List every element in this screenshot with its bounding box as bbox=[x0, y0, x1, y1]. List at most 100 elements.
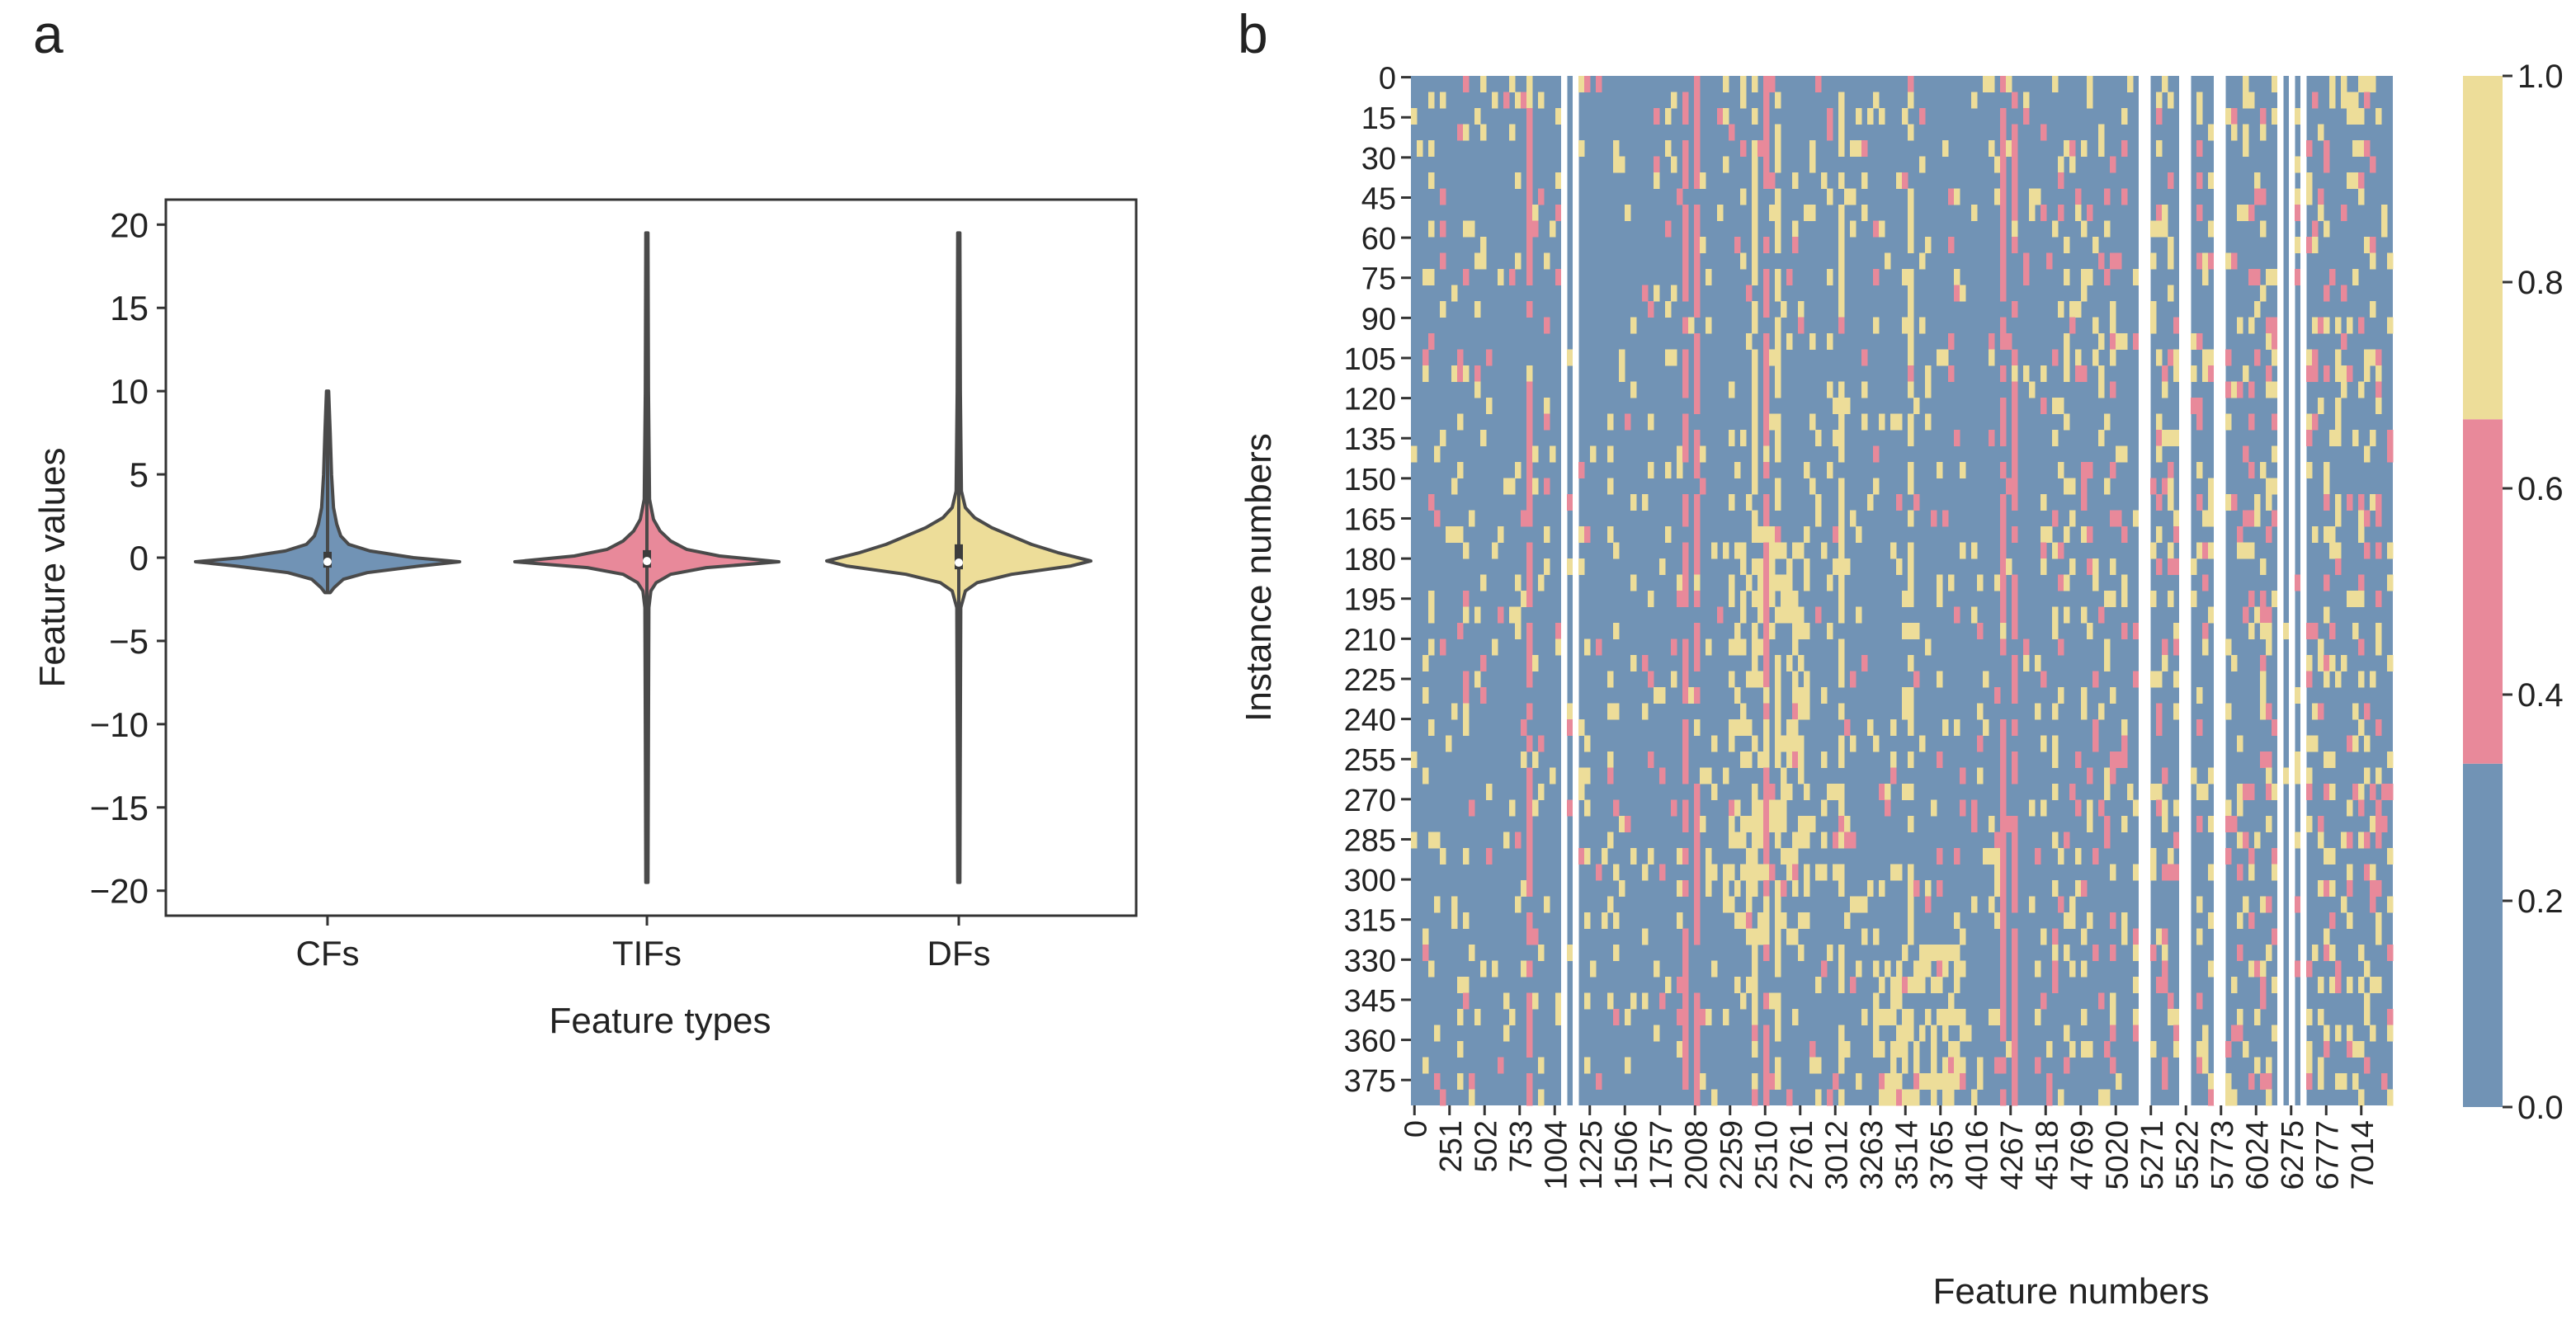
heatmap-cell bbox=[2012, 623, 2018, 639]
heatmap-cell bbox=[2052, 832, 2059, 849]
heatmap-cell bbox=[1532, 205, 1539, 221]
heatmap-cell bbox=[1555, 1009, 1562, 1025]
heatmap-cell bbox=[1440, 1089, 1446, 1106]
heatmap-cell bbox=[1838, 413, 1845, 431]
heatmap-cell bbox=[1682, 269, 1689, 285]
heatmap-cell bbox=[2329, 655, 2336, 671]
heatmap-cell bbox=[2168, 591, 2174, 607]
heatmap-cell bbox=[2069, 1041, 2076, 1058]
heatmap-cell bbox=[1821, 799, 1828, 817]
heatmap-cell bbox=[1960, 928, 1966, 945]
heatmap-cell bbox=[1463, 591, 1470, 607]
heatmap-cell bbox=[1630, 574, 1637, 591]
heatmap-cell bbox=[2173, 1041, 2180, 1058]
heatmap-cell bbox=[2306, 140, 2313, 157]
heatmap-cell bbox=[1919, 945, 1926, 961]
heatmap-cell bbox=[1948, 1089, 1955, 1106]
heatmap-cell bbox=[2231, 494, 2238, 511]
heatmap-cell bbox=[2352, 591, 2359, 607]
heatmap-cell bbox=[2000, 784, 2007, 800]
heatmap-cell bbox=[1694, 156, 1701, 173]
heatmap-cell bbox=[2156, 719, 2163, 736]
heatmap-cell bbox=[1775, 671, 1781, 688]
heatmap-cell bbox=[1775, 317, 1781, 334]
heatmap-cell bbox=[1694, 172, 1701, 189]
heatmap-cell bbox=[1746, 848, 1753, 865]
heatmap-cell bbox=[2243, 896, 2249, 913]
heatmap-cell bbox=[1526, 124, 1533, 141]
heatmap-cell bbox=[1908, 76, 1914, 92]
heatmap-cell bbox=[1694, 1009, 1701, 1025]
heatmap-cell bbox=[2000, 76, 2007, 92]
heatmap-cell bbox=[1584, 992, 1591, 1010]
heatmap-cell bbox=[2012, 413, 2018, 431]
heatmap-cell bbox=[1919, 252, 1926, 270]
heatmap-cell bbox=[1463, 912, 1470, 929]
heatmap-cell bbox=[1919, 977, 1926, 993]
heatmap-cell bbox=[1763, 269, 1770, 285]
heatmap-cell bbox=[1729, 896, 1735, 913]
heatmap-cell bbox=[1873, 220, 1880, 238]
heatmap-cell bbox=[1954, 606, 1960, 624]
heatmap-cell bbox=[2000, 398, 2007, 414]
heatmap-cell bbox=[1463, 719, 1470, 736]
heatmap-cell bbox=[2121, 526, 2128, 543]
heatmap-cell bbox=[1913, 1089, 1920, 1106]
heatmap-cell bbox=[2387, 252, 2394, 270]
heatmap-cell bbox=[1931, 799, 1937, 817]
heatmap-cell bbox=[1723, 896, 1729, 913]
heatmap-cell bbox=[1411, 108, 1418, 125]
heatmap-cell bbox=[1809, 156, 1816, 173]
panel-a-label: a bbox=[33, 3, 64, 64]
heatmap-cell bbox=[1971, 896, 1978, 913]
heatmap-cell bbox=[1977, 767, 1984, 785]
heatmap-cell bbox=[1746, 864, 1753, 881]
heatmap-cell bbox=[2069, 784, 2076, 800]
heatmap-cell bbox=[2260, 977, 2267, 993]
heatmap-cell bbox=[2208, 960, 2215, 978]
heatmap-cell bbox=[2012, 655, 2018, 671]
heatmap-cell bbox=[1798, 542, 1805, 559]
heatmap-cell bbox=[2318, 398, 2324, 414]
heatmap-cell bbox=[2335, 510, 2342, 527]
heatmap-cell bbox=[2283, 623, 2290, 639]
heatmap-cell bbox=[1729, 574, 1735, 591]
heatmap-cell bbox=[2012, 574, 2018, 591]
heatmap-cell bbox=[2364, 542, 2371, 559]
heatmap-cell bbox=[1827, 574, 1833, 591]
heatmap-cell bbox=[1538, 92, 1545, 109]
heatmap-cell bbox=[2064, 478, 2070, 495]
heatmap-cell bbox=[1902, 1041, 1908, 1058]
heatmap-cell bbox=[2173, 832, 2180, 849]
heatmap-cell bbox=[2000, 1057, 2007, 1074]
colorbar-tick-label: 0.4 bbox=[2517, 677, 2564, 714]
heatmap-cell bbox=[1844, 1041, 1851, 1058]
heatmap-cell bbox=[1983, 719, 1989, 736]
heatmap-cell bbox=[1775, 140, 1781, 157]
heatmap-cell bbox=[2000, 977, 2007, 993]
heatmap-cell bbox=[1873, 92, 1880, 109]
heatmap-cell bbox=[2092, 848, 2099, 865]
heatmap-cell bbox=[2324, 655, 2330, 671]
heatmap-cell bbox=[1706, 317, 1712, 334]
heatmap-cell bbox=[2324, 526, 2330, 543]
heatmap-cell bbox=[1804, 558, 1810, 575]
heatmap-cell bbox=[2272, 510, 2278, 527]
heatmap-cell bbox=[1752, 478, 1758, 495]
heatmap-cell bbox=[2012, 1057, 2018, 1074]
heatmap-cell bbox=[1769, 172, 1776, 189]
heatmap-cell bbox=[1509, 478, 1516, 495]
heatmap-cell bbox=[2375, 365, 2382, 382]
heatmap-cell bbox=[2306, 462, 2313, 478]
violin-x-ticks: CFs TIFs DFs bbox=[296, 916, 991, 973]
heatmap-cell bbox=[1440, 92, 1446, 109]
heatmap-cell bbox=[2012, 928, 2018, 945]
heatmap-cell bbox=[1706, 638, 1712, 656]
heatmap-cell bbox=[2104, 655, 2111, 671]
heatmap-cell bbox=[1838, 445, 1845, 463]
heatmap-cell bbox=[1838, 252, 1845, 270]
heatmap-cell bbox=[1417, 140, 1423, 157]
heatmap-cell bbox=[2248, 317, 2255, 334]
heatmap-cell bbox=[1457, 623, 1464, 639]
heatmap-cell bbox=[1682, 574, 1689, 591]
